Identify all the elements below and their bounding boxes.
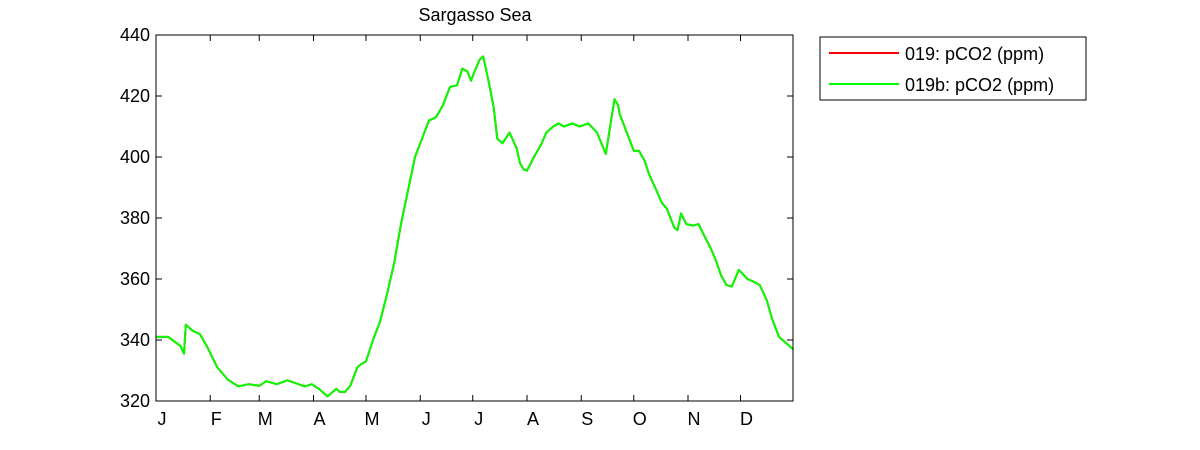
x-tick-label: S [581,409,593,429]
x-tick-label: A [313,409,325,429]
x-tick-label: N [688,409,701,429]
y-tick-label: 340 [120,330,150,350]
plot-area: 320 340 360 380 400 420 440 J F M A M J J A S O N D [120,25,794,429]
x-tick-label: D [740,409,753,429]
axes-box [155,34,794,402]
y-tick-label: 420 [120,86,150,106]
legend-box [819,36,1087,101]
y-tick-label: 320 [120,391,150,411]
x-tick-label: A [527,409,539,429]
legend-label-019: 019: pCO2 (ppm) [905,44,1044,64]
x-tick-label: J [474,409,483,429]
series-line-019 [156,55,794,398]
x-tick-label: M [258,409,273,429]
x-tick-label: J [158,409,167,429]
series-line-019b [156,55,794,398]
y-tick-label: 440 [120,25,150,45]
y-tick-label: 400 [120,147,150,167]
chart-title: Sargasso Sea [418,5,532,25]
x-tick-label: J [422,409,431,429]
legend-label-019b: 019b: pCO2 (ppm) [905,75,1054,95]
y-tick-label: 380 [120,208,150,228]
x-tick-label: F [211,409,222,429]
y-tick-label: 360 [120,269,150,289]
x-tick-label: M [365,409,380,429]
x-tick-label: O [633,409,647,429]
legend: 019: pCO2 (ppm) 019b: pCO2 (ppm) [819,36,1087,101]
